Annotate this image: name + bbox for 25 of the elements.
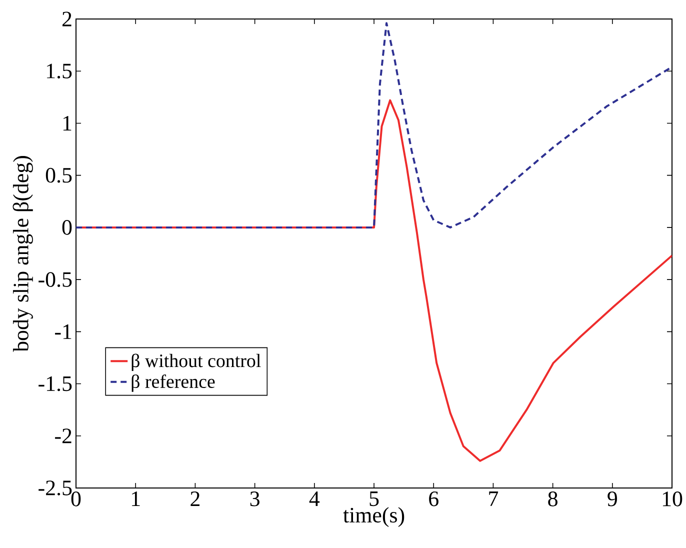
x-tick-label: 3: [250, 492, 260, 506]
y-tick-label: -0.5: [38, 272, 72, 287]
x-tick-label: 8: [548, 492, 558, 506]
x-tick-label: 7: [489, 492, 498, 506]
legend-label: β without control: [132, 354, 261, 372]
y-tick-label: 1.5: [47, 64, 72, 78]
legend-label: β reference: [132, 374, 215, 392]
y-tick-label: -1: [55, 324, 72, 339]
y-tick-label: 0.5: [46, 168, 72, 183]
x-tick-label: 1: [132, 492, 140, 506]
y-tick-label: -1.5: [38, 376, 72, 392]
x-tick-label: 2: [190, 492, 200, 506]
line-series: [76, 22, 672, 228]
x-tick-label: 6: [429, 492, 438, 506]
y-tick-label: 2: [62, 12, 72, 26]
x-tick-label: 10: [662, 492, 682, 506]
y-tick-label: 0: [62, 220, 72, 235]
x-tick-label: 9: [608, 492, 617, 506]
y-tick-label: -2: [55, 428, 72, 444]
y-tick-label: -2.5: [38, 480, 72, 496]
x-tick-label: 5: [370, 492, 379, 506]
y-tick-label: 1: [63, 116, 72, 130]
x-tick-label: 4: [309, 492, 320, 506]
x-axis-title: time(s): [343, 507, 404, 528]
y-axis-title: body slip angle β(deg): [12, 156, 33, 352]
